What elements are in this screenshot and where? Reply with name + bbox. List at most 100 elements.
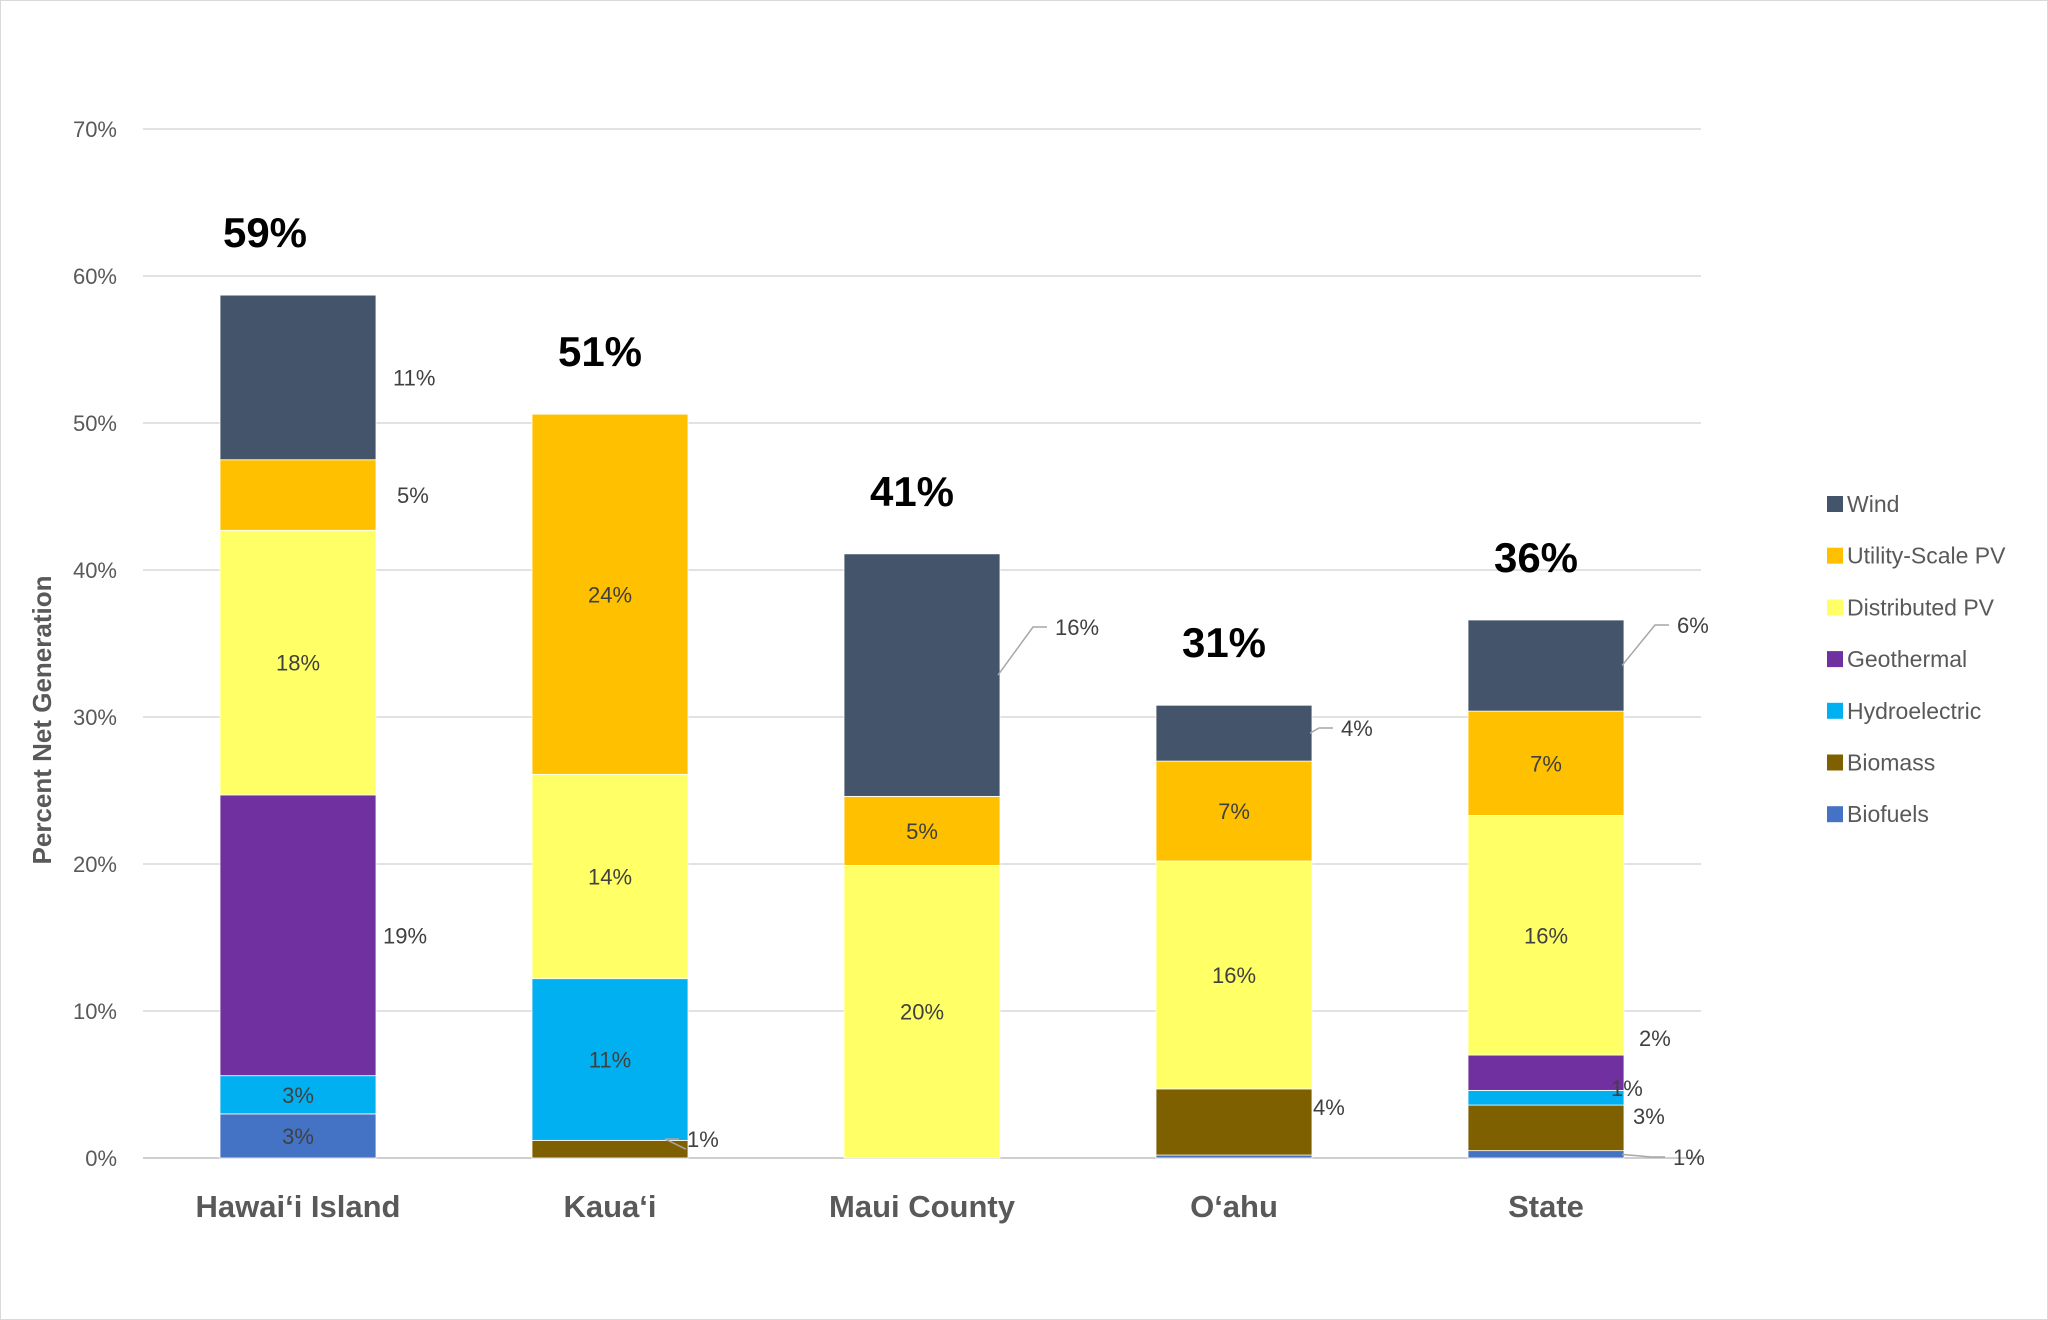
bar-segment	[531, 978, 689, 1141]
leader-line	[1621, 1153, 1665, 1158]
total-label: 31%	[1182, 619, 1266, 666]
bar-segment	[1467, 619, 1625, 712]
bar-segment	[219, 1113, 377, 1159]
bar-segment	[219, 794, 377, 1077]
segment-label: 7%	[1218, 799, 1250, 824]
bar-segment	[219, 1075, 377, 1115]
bar-segment	[843, 795, 1001, 866]
segment-label: 1%	[1673, 1145, 1705, 1170]
segment-label: 6%	[1677, 613, 1709, 638]
legend-swatch	[1827, 702, 1843, 719]
segment-label: 4%	[1313, 1095, 1345, 1120]
legend-swatch	[1827, 599, 1843, 616]
segment-label: 7%	[1530, 751, 1562, 776]
segment-label: 3%	[282, 1124, 314, 1149]
bar-segment	[531, 1139, 689, 1159]
leader-line	[1621, 624, 1669, 667]
bars	[219, 294, 1625, 1159]
legend-label: Biomass	[1847, 750, 1935, 776]
bar-segment	[1155, 1154, 1313, 1159]
segment-label: 5%	[397, 483, 429, 508]
legend-item: Utility-Scale PV	[1827, 543, 2006, 569]
segment-label: 16%	[1055, 615, 1099, 640]
segment-label: 11%	[589, 1048, 631, 1073]
legend-item: Hydroelectric	[1827, 698, 1981, 724]
legend-swatch	[1827, 806, 1843, 823]
segment-label: 5%	[906, 819, 938, 844]
bar-segment	[1467, 1150, 1625, 1159]
legend-swatch	[1827, 754, 1843, 771]
y-tick-label: 10%	[73, 999, 117, 1024]
segment-labels: 3% 3% 19% 18% 5% 11% 1% 11% 14% 24% 20% 5% 16% 4% 16% 7…	[276, 365, 1709, 1170]
y-tick-label: 0%	[85, 1146, 117, 1171]
legend-label: Distributed PV	[1847, 594, 1995, 620]
legend-label: Utility-Scale PV	[1847, 543, 2006, 569]
y-tick-label: 30%	[73, 705, 117, 730]
total-label: 51%	[558, 328, 642, 375]
y-tick-label: 20%	[73, 852, 117, 877]
segment-label: 16%	[1212, 963, 1256, 988]
bar-segment	[843, 553, 1001, 797]
bar-segment	[219, 459, 377, 531]
segment-label: 4%	[1341, 716, 1373, 741]
total-label: 59%	[223, 209, 307, 256]
y-tick-label: 50%	[73, 411, 117, 436]
bar-segment	[1467, 1054, 1625, 1091]
segment-label: 3%	[282, 1083, 314, 1108]
legend-item: Distributed PV	[1827, 594, 1995, 620]
y-tick-label: 70%	[73, 117, 117, 142]
bar-segment	[219, 529, 377, 796]
legend-label: Biofuels	[1847, 801, 1929, 827]
legend: Wind Utility-Scale PV Distributed PV Geothe…	[1827, 491, 2006, 827]
x-category-label: Kaua‘i	[563, 1189, 656, 1224]
x-category-label: State	[1508, 1189, 1584, 1224]
x-axis: Hawai‘i Island Kaua‘i Maui County O‘ahu Stat…	[195, 1189, 1583, 1224]
segment-label: 20%	[900, 1000, 944, 1025]
leader-line	[997, 626, 1047, 676]
legend-item: Geothermal	[1827, 646, 1967, 672]
legend-label: Hydroelectric	[1847, 698, 1981, 724]
x-category-label: O‘ahu	[1190, 1189, 1278, 1224]
bar-segment	[531, 413, 689, 775]
segment-label: 3%	[1633, 1104, 1665, 1129]
bar-segment	[1467, 1089, 1625, 1106]
bar-segment	[1155, 860, 1313, 1090]
leader-line	[664, 1138, 687, 1150]
total-label: 41%	[870, 468, 954, 515]
y-axis-label: Percent Net Generation	[27, 576, 57, 865]
y-tick-label: 40%	[73, 558, 117, 583]
segment-label: 2%	[1639, 1026, 1671, 1051]
segment-label: 18%	[276, 651, 320, 676]
legend-item: Biomass	[1827, 750, 1935, 776]
legend-swatch	[1827, 496, 1843, 512]
total-labels: 59% 51% 41% 31% 36%	[223, 209, 1578, 666]
segment-label: 16%	[1524, 923, 1568, 948]
legend-label: Geothermal	[1847, 646, 1967, 672]
legend-swatch	[1827, 651, 1843, 668]
legend-label: Wind	[1847, 491, 1899, 517]
bar-segment	[1155, 1088, 1313, 1156]
bar-segment	[1467, 710, 1625, 816]
legend-item: Biofuels	[1827, 801, 1929, 827]
total-label: 36%	[1494, 534, 1578, 581]
legend-swatch	[1827, 547, 1843, 564]
y-tick-label: 60%	[73, 264, 117, 289]
segment-label: 11%	[393, 365, 435, 390]
x-category-label: Hawai‘i Island	[195, 1189, 400, 1224]
bar-segment	[1467, 1104, 1625, 1152]
bar-segment	[1155, 704, 1313, 762]
x-category-label: Maui County	[829, 1189, 1016, 1224]
y-axis: 0% 10% 20% 30% 40% 50% 60% 70%	[73, 117, 117, 1171]
bar-segment	[531, 773, 689, 980]
segment-label: 24%	[588, 582, 632, 607]
segment-label: 14%	[588, 864, 632, 889]
leader-line	[1309, 727, 1333, 734]
segment-label: 19%	[383, 923, 427, 948]
segment-label: 1%	[687, 1127, 719, 1152]
bar-segment	[1155, 760, 1313, 862]
segment-label: 1%	[1611, 1076, 1643, 1101]
bar-segment	[1467, 815, 1625, 1056]
legend-item: Wind	[1827, 491, 1899, 517]
